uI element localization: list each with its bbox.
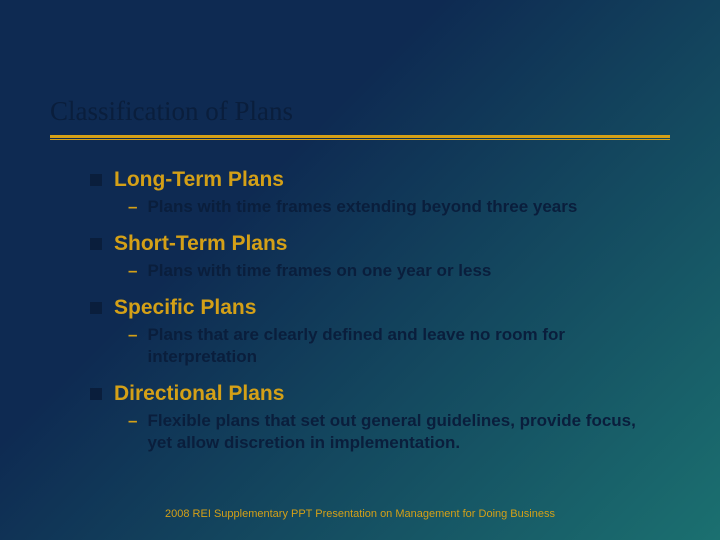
dash-bullet-icon: – — [128, 410, 137, 432]
list-item: Short-Term Plans – Plans with time frame… — [90, 232, 660, 290]
title-block: Classification of Plans — [0, 0, 720, 140]
bullet-row: Long-Term Plans — [90, 168, 660, 192]
bullet-row: Short-Term Plans — [90, 232, 660, 256]
slide-footer: 2008 REI Supplementary PPT Presentation … — [0, 508, 720, 520]
content-area: Long-Term Plans – Plans with time frames… — [0, 140, 720, 463]
sub-text: Flexible plans that set out general guid… — [147, 410, 660, 454]
sub-item: – Plans with time frames on one year or … — [90, 256, 660, 290]
square-bullet-icon — [90, 238, 102, 250]
bullet-row: Specific Plans — [90, 296, 660, 320]
bullet-row: Directional Plans — [90, 382, 660, 406]
item-heading: Specific Plans — [114, 296, 256, 320]
list-item: Directional Plans – Flexible plans that … — [90, 382, 660, 462]
item-heading: Long-Term Plans — [114, 168, 284, 192]
sub-item: – Plans that are clearly defined and lea… — [90, 320, 660, 376]
sub-text: Plans with time frames extending beyond … — [147, 196, 577, 218]
square-bullet-icon — [90, 302, 102, 314]
sub-item: – Flexible plans that set out general gu… — [90, 406, 660, 462]
dash-bullet-icon: – — [128, 260, 137, 282]
dash-bullet-icon: – — [128, 196, 137, 218]
sub-text: Plans that are clearly defined and leave… — [147, 324, 660, 368]
dash-bullet-icon: – — [128, 324, 137, 346]
title-underline-thick — [50, 135, 670, 138]
square-bullet-icon — [90, 388, 102, 400]
square-bullet-icon — [90, 174, 102, 186]
slide: Classification of Plans Long-Term Plans … — [0, 0, 720, 540]
list-item: Long-Term Plans – Plans with time frames… — [90, 168, 660, 226]
sub-text: Plans with time frames on one year or le… — [147, 260, 491, 282]
item-heading: Directional Plans — [114, 382, 284, 406]
item-heading: Short-Term Plans — [114, 232, 287, 256]
list-item: Specific Plans – Plans that are clearly … — [90, 296, 660, 376]
slide-title: Classification of Plans — [50, 96, 720, 127]
sub-item: – Plans with time frames extending beyon… — [90, 192, 660, 226]
